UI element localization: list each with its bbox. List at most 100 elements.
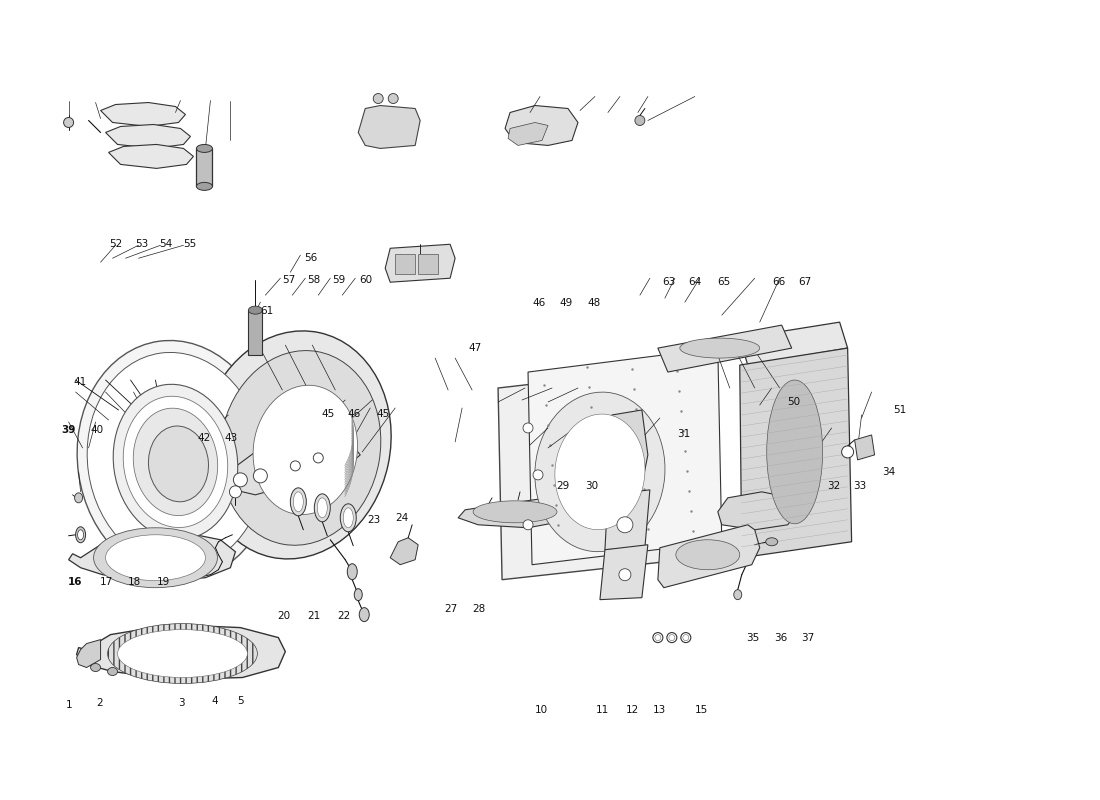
Text: 65: 65: [717, 277, 730, 287]
Polygon shape: [385, 244, 455, 282]
Ellipse shape: [233, 473, 248, 487]
Text: 22: 22: [337, 610, 350, 621]
Ellipse shape: [635, 115, 645, 126]
Polygon shape: [740, 348, 851, 558]
Text: 34: 34: [882, 467, 895, 477]
Text: 54: 54: [158, 239, 172, 250]
Text: 59: 59: [332, 275, 345, 286]
Text: 23: 23: [367, 514, 381, 525]
Text: 18: 18: [128, 577, 141, 587]
Text: 21: 21: [307, 610, 320, 621]
Text: 45: 45: [376, 410, 389, 419]
Polygon shape: [68, 534, 235, 582]
Text: 35: 35: [747, 633, 760, 643]
Ellipse shape: [535, 392, 666, 552]
Polygon shape: [458, 498, 568, 528]
Bar: [249, 310, 263, 355]
Ellipse shape: [767, 380, 823, 524]
Text: 51: 51: [893, 405, 906, 414]
Ellipse shape: [113, 384, 238, 539]
Text: 11: 11: [596, 705, 609, 715]
Ellipse shape: [118, 630, 248, 678]
Polygon shape: [608, 410, 648, 498]
Ellipse shape: [653, 633, 663, 642]
Text: 63: 63: [662, 277, 675, 287]
Ellipse shape: [294, 492, 304, 512]
Ellipse shape: [522, 423, 534, 433]
Ellipse shape: [314, 453, 323, 463]
Polygon shape: [77, 625, 285, 679]
Polygon shape: [605, 490, 650, 550]
Text: 58: 58: [307, 275, 320, 286]
Text: 29: 29: [557, 482, 570, 491]
Ellipse shape: [253, 386, 358, 514]
Text: 4: 4: [211, 696, 218, 706]
Text: 32: 32: [827, 482, 840, 491]
Ellipse shape: [168, 540, 192, 556]
Ellipse shape: [197, 145, 212, 153]
Polygon shape: [718, 492, 798, 530]
Ellipse shape: [76, 526, 86, 542]
Polygon shape: [855, 435, 875, 460]
Polygon shape: [658, 525, 760, 588]
Ellipse shape: [348, 564, 358, 580]
Text: 64: 64: [689, 277, 702, 287]
Text: 53: 53: [134, 239, 147, 250]
Ellipse shape: [123, 396, 228, 527]
Polygon shape: [109, 145, 194, 169]
Polygon shape: [658, 325, 792, 372]
Ellipse shape: [75, 493, 82, 503]
Text: 33: 33: [854, 482, 867, 491]
Ellipse shape: [253, 469, 267, 483]
Ellipse shape: [388, 94, 398, 103]
Text: 2: 2: [97, 698, 103, 709]
Ellipse shape: [78, 530, 84, 540]
Text: 52: 52: [109, 239, 123, 250]
Ellipse shape: [108, 624, 257, 683]
Text: 16: 16: [68, 577, 82, 587]
Ellipse shape: [197, 182, 212, 190]
Ellipse shape: [94, 528, 218, 588]
Ellipse shape: [734, 590, 741, 600]
Ellipse shape: [315, 494, 330, 522]
Ellipse shape: [106, 534, 206, 581]
Ellipse shape: [669, 634, 674, 641]
Text: 31: 31: [678, 429, 691, 438]
Polygon shape: [600, 545, 648, 600]
Ellipse shape: [290, 488, 306, 516]
Polygon shape: [528, 348, 722, 565]
Polygon shape: [100, 102, 186, 126]
Ellipse shape: [343, 508, 353, 528]
Bar: [395, 254, 415, 274]
Polygon shape: [505, 106, 578, 146]
Polygon shape: [740, 322, 848, 365]
Ellipse shape: [473, 501, 557, 522]
Text: 56: 56: [304, 253, 317, 263]
Ellipse shape: [680, 338, 760, 358]
Ellipse shape: [230, 486, 241, 498]
Ellipse shape: [617, 517, 632, 533]
Ellipse shape: [249, 306, 263, 314]
Bar: [197, 149, 212, 186]
Text: 36: 36: [774, 633, 788, 643]
Text: 40: 40: [91, 426, 103, 435]
Text: 55: 55: [183, 239, 196, 250]
Text: 46: 46: [532, 298, 546, 307]
Text: 48: 48: [587, 298, 601, 307]
Text: 30: 30: [585, 482, 598, 491]
Ellipse shape: [842, 446, 854, 458]
Text: 12: 12: [626, 705, 639, 715]
Text: 10: 10: [535, 705, 548, 715]
Ellipse shape: [766, 538, 778, 546]
Polygon shape: [359, 106, 420, 149]
Ellipse shape: [77, 341, 274, 579]
Ellipse shape: [220, 350, 381, 546]
Text: 37: 37: [802, 633, 815, 643]
Ellipse shape: [675, 540, 740, 570]
Text: 50: 50: [788, 397, 801, 406]
Ellipse shape: [199, 331, 392, 559]
Text: 45: 45: [321, 410, 334, 419]
Ellipse shape: [554, 414, 645, 530]
Text: 49: 49: [560, 298, 573, 307]
Ellipse shape: [317, 498, 328, 518]
